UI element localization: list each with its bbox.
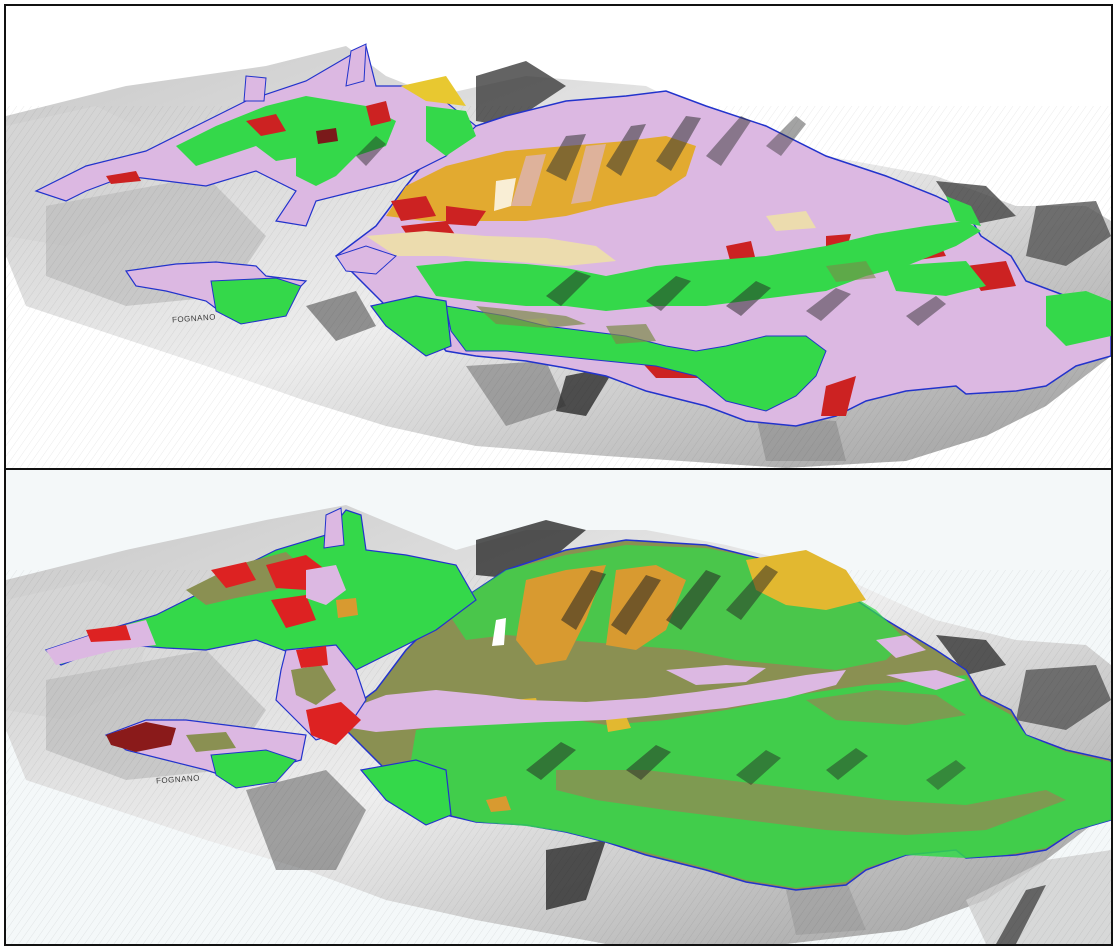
terrain-view-bottom [6,505,1111,944]
map-panel-bottom: FOGNANO [4,468,1113,946]
land-use-polygons-top [34,43,1111,427]
map-panel-top: FOGNANO [4,4,1113,470]
land-use-polygons-bottom [44,507,1111,891]
terrain-view-top [6,43,1111,468]
